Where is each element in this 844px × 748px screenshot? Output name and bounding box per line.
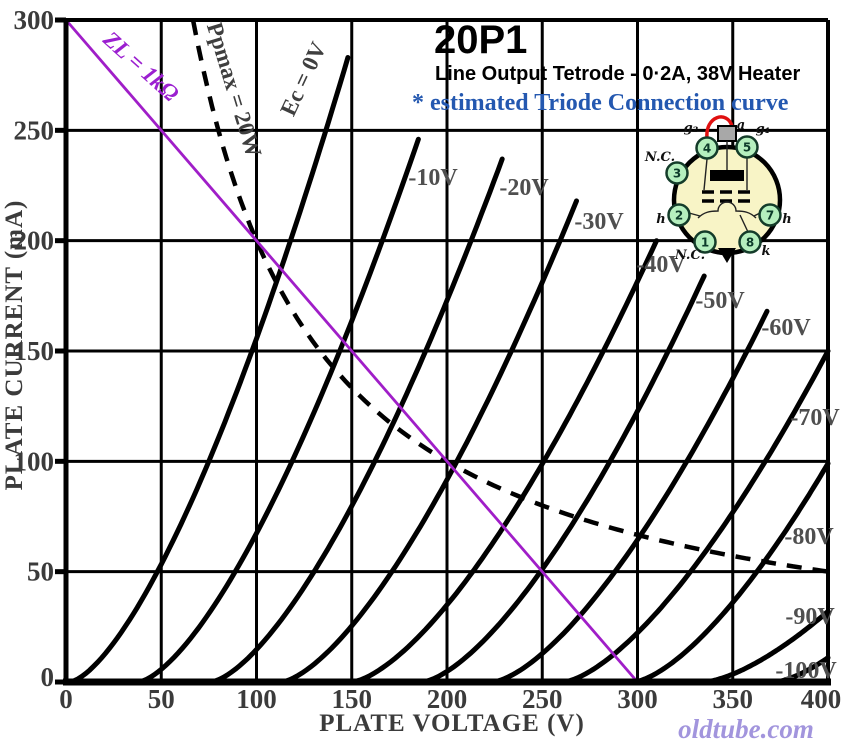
grid-voltage-curve-label: -20V bbox=[499, 175, 549, 201]
grid-voltage-curve bbox=[208, 156, 505, 685]
x-tick-label: 400 bbox=[801, 684, 842, 714]
y-tick-label: 300 bbox=[14, 5, 55, 35]
max-dissipation-curve bbox=[190, 19, 827, 574]
pin-3 bbox=[665, 161, 689, 185]
pin-8-number: 8 bbox=[746, 236, 754, 250]
pin-2-label: h bbox=[656, 212, 665, 227]
grid-voltage-curve bbox=[135, 136, 421, 685]
x-tick-label: 150 bbox=[332, 684, 373, 714]
grid-voltage-curve-label: -100V bbox=[775, 658, 837, 684]
x-tick-label: 0 bbox=[59, 684, 73, 714]
pin-5 bbox=[735, 135, 759, 159]
load-line bbox=[64, 19, 639, 683]
pin-4-number: 4 bbox=[703, 142, 711, 156]
grid-voltage-curve bbox=[631, 461, 831, 685]
grid-voltage-curve-label: -90V bbox=[785, 604, 835, 630]
grid-voltage-curve-label: -80V bbox=[784, 524, 834, 550]
pin-2 bbox=[667, 203, 691, 227]
pin-3-number: 3 bbox=[673, 167, 681, 181]
y-tick-label: 250 bbox=[14, 115, 55, 145]
triode-connection-note: * estimated Triode Connection curve bbox=[412, 90, 789, 116]
y-axis-title: PLATE CURRENT (mA) bbox=[1, 200, 28, 491]
axis-tick-labels: 0 50 100 150 200 250 300 350 400 0 50 100 150 200 250 3… bbox=[14, 5, 842, 714]
grid-voltage-curve-label: -70V bbox=[790, 405, 840, 431]
top-cap bbox=[717, 125, 737, 142]
pin-1 bbox=[693, 230, 717, 254]
x-tick-label: 250 bbox=[522, 684, 563, 714]
x-tick-label: 100 bbox=[236, 684, 277, 714]
grid-zero-volt-label: Ec = 0V bbox=[275, 38, 331, 120]
x-tick-label: 300 bbox=[617, 684, 658, 714]
pin-5-number: 5 bbox=[743, 141, 751, 155]
y-tick-label: 0 bbox=[41, 662, 55, 692]
grid-voltage-curve-label: -10V bbox=[408, 165, 458, 191]
x-tick-label: 200 bbox=[427, 684, 468, 714]
x-tick-label: 50 bbox=[148, 684, 175, 714]
grid-voltage-curve bbox=[490, 308, 770, 685]
y-tick-label: 200 bbox=[14, 226, 55, 256]
y-tick-label: 50 bbox=[27, 557, 54, 587]
grid-voltage-curve-label: -40V bbox=[636, 252, 686, 278]
characteristic-curves bbox=[67, 55, 831, 685]
x-tick-label: 350 bbox=[713, 684, 754, 714]
y-tick-label: 100 bbox=[14, 446, 55, 476]
grid-voltage-curve bbox=[67, 55, 351, 685]
keyway bbox=[718, 248, 736, 263]
triode-strap-wire bbox=[705, 115, 734, 139]
grid-voltage-curve bbox=[560, 348, 831, 685]
pin-3-label: N.C. bbox=[644, 150, 675, 165]
y-tick-label: 150 bbox=[14, 336, 55, 366]
pin-8 bbox=[738, 230, 762, 254]
pin-7-number: 7 bbox=[766, 209, 774, 223]
x-axis-title: PLATE VOLTAGE (V) bbox=[319, 710, 585, 737]
load-line-label: ZL = 1kΩ bbox=[98, 26, 184, 107]
pin-5-label: g₁ bbox=[756, 122, 771, 137]
grid-voltage-curve-label: -50V bbox=[695, 288, 745, 314]
watermark: oldtube.com bbox=[678, 714, 814, 744]
grid-voltage-curve bbox=[419, 273, 707, 685]
pin-7 bbox=[758, 203, 782, 227]
curve-labels: -10V -20V -30V -40V -50V -60V -70V -80V -90V -100… bbox=[408, 165, 840, 684]
grid-voltage-curve bbox=[701, 608, 831, 685]
internal-electrodes bbox=[688, 141, 761, 233]
pin-1-number: 1 bbox=[701, 236, 709, 250]
page-subtitle: Line Output Tetrode - 0·2A, 38V Heater bbox=[435, 63, 800, 85]
pin-1-label: N.C. bbox=[674, 248, 705, 263]
top-cap-label: a bbox=[737, 118, 745, 133]
pin-4-label: g₂ bbox=[684, 121, 699, 136]
pin-2-number: 2 bbox=[675, 209, 683, 223]
page-title: 20P1 bbox=[434, 18, 527, 62]
grid-voltage-curve bbox=[278, 198, 579, 685]
pin-8-label: k bbox=[761, 244, 770, 259]
grid-voltage-curve-label: -30V bbox=[574, 209, 624, 235]
grid-voltage-curve-label: -60V bbox=[761, 315, 811, 341]
pin-4 bbox=[695, 136, 719, 160]
pin-7-label: h bbox=[782, 212, 791, 227]
